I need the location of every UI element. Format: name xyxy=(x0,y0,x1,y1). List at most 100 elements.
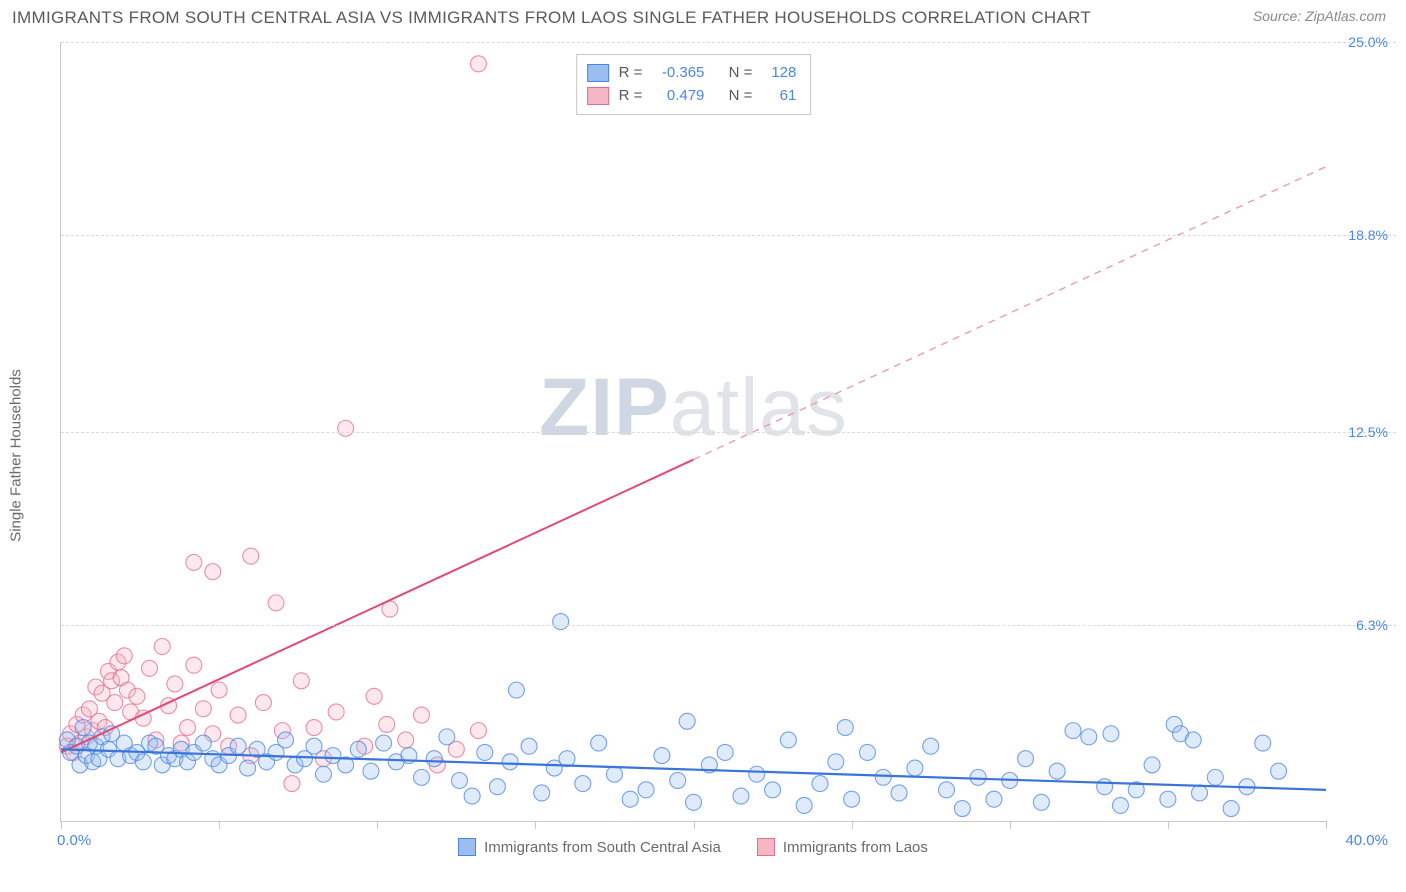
data-point xyxy=(923,738,939,754)
data-point xyxy=(521,738,537,754)
data-point xyxy=(1065,723,1081,739)
legend-item-series-b: Immigrants from Laos xyxy=(757,838,928,856)
data-point xyxy=(451,772,467,788)
data-point xyxy=(414,707,430,723)
y-tick-label: 12.5% xyxy=(1348,424,1388,440)
data-point xyxy=(116,648,132,664)
chart-container: Single Father Households ZIPatlas R = -0… xyxy=(10,32,1396,862)
source-attribution: Source: ZipAtlas.com xyxy=(1253,8,1386,24)
data-point xyxy=(1160,791,1176,807)
data-point xyxy=(240,760,256,776)
legend-label: Immigrants from Laos xyxy=(783,839,928,856)
data-point xyxy=(195,735,211,751)
data-point xyxy=(508,682,524,698)
data-point xyxy=(1081,729,1097,745)
data-point xyxy=(398,732,414,748)
data-point xyxy=(1018,751,1034,767)
data-point xyxy=(670,772,686,788)
r-value: 0.479 xyxy=(652,84,704,107)
data-point xyxy=(328,704,344,720)
x-tick xyxy=(377,821,378,829)
data-point xyxy=(1033,794,1049,810)
data-point xyxy=(970,769,986,785)
x-tick xyxy=(1010,821,1011,829)
x-tick xyxy=(535,821,536,829)
x-max-label: 40.0% xyxy=(1345,832,1388,849)
data-point xyxy=(255,695,271,711)
data-point xyxy=(534,785,550,801)
data-point xyxy=(306,738,322,754)
data-point xyxy=(1192,785,1208,801)
data-point xyxy=(733,788,749,804)
data-point xyxy=(230,707,246,723)
data-point xyxy=(1255,735,1271,751)
data-point xyxy=(278,732,294,748)
data-point xyxy=(180,720,196,736)
data-point xyxy=(186,657,202,673)
data-point xyxy=(859,744,875,760)
gridline xyxy=(61,42,1396,43)
data-point xyxy=(796,797,812,813)
data-point xyxy=(575,776,591,792)
data-point xyxy=(1223,801,1239,817)
data-point xyxy=(891,785,907,801)
legend-item-series-a: Immigrants from South Central Asia xyxy=(458,838,721,856)
n-label: N = xyxy=(729,84,753,107)
data-point xyxy=(306,720,322,736)
stats-row-series-b: R = 0.479 N = 61 xyxy=(587,84,797,107)
data-point xyxy=(828,754,844,770)
data-point xyxy=(315,766,331,782)
plot-area: ZIPatlas R = -0.365 N = 128 R = 0.479 N … xyxy=(60,42,1326,822)
gridline xyxy=(61,235,1396,236)
x-tick xyxy=(1168,821,1169,829)
data-point xyxy=(186,554,202,570)
data-point xyxy=(844,791,860,807)
data-point xyxy=(464,788,480,804)
swatch-series-a-icon xyxy=(458,838,476,856)
data-point xyxy=(211,682,227,698)
data-point xyxy=(502,754,518,770)
trend-line xyxy=(61,460,694,753)
data-point xyxy=(1144,757,1160,773)
data-point xyxy=(379,716,395,732)
data-point xyxy=(837,720,853,736)
data-point xyxy=(1103,726,1119,742)
data-point xyxy=(205,564,221,580)
data-point xyxy=(622,791,638,807)
data-point xyxy=(489,779,505,795)
x-tick xyxy=(694,821,695,829)
data-point xyxy=(606,766,622,782)
data-point xyxy=(638,782,654,798)
data-point xyxy=(954,801,970,817)
data-point xyxy=(230,738,246,754)
swatch-series-b-icon xyxy=(757,838,775,856)
data-point xyxy=(654,748,670,764)
swatch-series-b-icon xyxy=(587,87,609,105)
data-point xyxy=(366,688,382,704)
data-point xyxy=(470,56,486,72)
data-point xyxy=(553,614,569,630)
y-tick-label: 18.8% xyxy=(1348,227,1388,243)
data-point xyxy=(195,701,211,717)
data-point xyxy=(907,760,923,776)
data-point xyxy=(765,782,781,798)
data-point xyxy=(243,548,259,564)
x-axis-legend: Immigrants from South Central Asia Immig… xyxy=(60,838,1326,856)
data-point xyxy=(1185,732,1201,748)
data-point xyxy=(268,595,284,611)
gridline xyxy=(61,432,1396,433)
data-point xyxy=(591,735,607,751)
data-point xyxy=(142,660,158,676)
swatch-series-a-icon xyxy=(587,64,609,82)
data-point xyxy=(284,776,300,792)
data-point xyxy=(1049,763,1065,779)
stats-row-series-a: R = -0.365 N = 128 xyxy=(587,61,797,84)
data-point xyxy=(986,791,1002,807)
gridline xyxy=(61,625,1396,626)
data-point xyxy=(439,729,455,745)
data-point xyxy=(1207,769,1223,785)
data-point xyxy=(154,639,170,655)
data-point xyxy=(426,751,442,767)
data-point xyxy=(812,776,828,792)
n-value: 128 xyxy=(762,61,796,84)
